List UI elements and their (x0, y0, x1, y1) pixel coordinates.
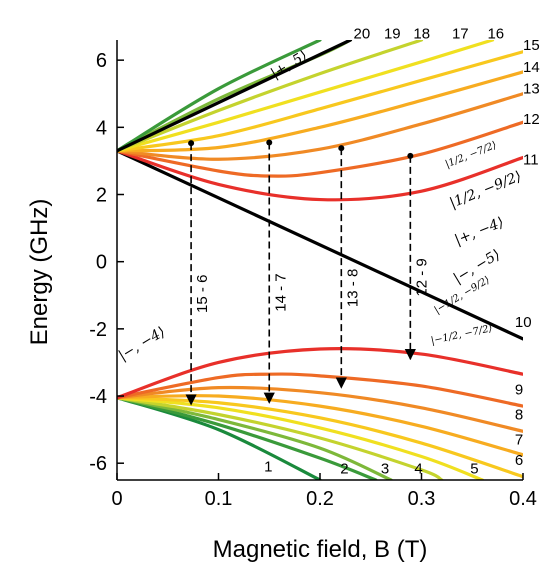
level-number-label: 15 (523, 37, 540, 54)
level-number-label: 2 (340, 460, 348, 477)
transition-dot (188, 140, 195, 147)
x-tick-label: 0 (111, 488, 122, 510)
level-number-label: 19 (384, 25, 401, 42)
level-number-label: 12 (523, 111, 540, 128)
level-8-curve (117, 385, 523, 433)
level-2-curve (117, 396, 378, 480)
level-number-label: 9 (515, 381, 523, 398)
level-number-label: 3 (381, 460, 389, 477)
y-tick-label: -4 (89, 386, 107, 408)
x-axis-label: Magnetic field, B (T) (213, 536, 428, 563)
level-19-curve (117, 40, 322, 153)
state-label: |1/2, −9/2⟩ (447, 168, 523, 211)
level-number-label: 7 (515, 432, 523, 449)
transition-dot (407, 152, 414, 159)
x-tick-label: 0.3 (408, 488, 436, 510)
level-6-curve (117, 396, 523, 479)
transition-label: 14 - 7 (272, 273, 289, 311)
level-number-label: 6 (515, 452, 523, 469)
transition-arrows: 15 - 6 14 - 7 13 - 8 12 - 9 (185, 139, 430, 406)
level-14-curve (117, 70, 523, 153)
axes: 0 0.1 0.2 0.3 0.4 -6 -4 -2 0 2 4 6 (89, 40, 537, 510)
y-tick-label: -2 (89, 319, 107, 341)
level-3-curve (117, 396, 393, 480)
level-number-label: 17 (452, 25, 469, 42)
level-10-curve (117, 149, 523, 341)
level-number-label: 20 (353, 25, 370, 42)
level-number-label: 18 (413, 25, 430, 42)
level-13-curve (117, 92, 523, 161)
transition-dot (266, 139, 273, 146)
x-tick-label: 0.1 (205, 488, 233, 510)
transition-label: 12 - 9 (413, 258, 430, 296)
level-5-curve (117, 396, 484, 480)
state-label: |+, −4⟩ (453, 214, 507, 248)
state-label: |−1/2, −7/2⟩ (430, 323, 494, 347)
level-number-label: 8 (515, 407, 523, 424)
y-tick-label: 2 (96, 185, 107, 207)
level-number-label: 10 (515, 314, 532, 331)
level-20-curve (117, 40, 353, 153)
level-11-curve (117, 149, 523, 202)
y-tick-label: -6 (89, 453, 107, 475)
level-number-label: 4 (414, 460, 422, 477)
level-10-curve (117, 346, 523, 400)
level-15-curve (117, 50, 523, 153)
level-17-curve (117, 40, 424, 153)
level-number-label: 14 (523, 59, 540, 76)
transition-dot (338, 145, 345, 152)
state-labels: |+, 5⟩|1/2, −7/2⟩|1/2, −9/2⟩|+, −4⟩|−, −… (116, 48, 524, 364)
level-number-label: 5 (470, 460, 478, 477)
y-tick-label: 4 (96, 117, 107, 139)
y-axis-label: Energy (GHz) (26, 199, 53, 346)
y-tick-label: 0 (96, 252, 107, 274)
transition-label: 15 - 6 (194, 275, 211, 313)
level-number-label: 11 (523, 151, 539, 168)
level-number-label: 16 (487, 25, 504, 42)
transition-label: 13 - 8 (344, 269, 361, 307)
level-12-curve (117, 120, 523, 178)
level-curves (117, 40, 523, 480)
state-label: |−, −4⟩ (116, 324, 168, 364)
level-7-curve (117, 394, 523, 457)
x-tick-label: 0.4 (509, 488, 537, 510)
level-16-curve (117, 40, 495, 153)
level-9-curve (117, 372, 523, 408)
level-4-curve (117, 396, 444, 480)
y-tick-label: 6 (96, 50, 107, 72)
level-number-label: 13 (523, 81, 540, 98)
x-tick-label: 0.2 (306, 488, 334, 510)
level-number-label: 1 (264, 459, 272, 476)
